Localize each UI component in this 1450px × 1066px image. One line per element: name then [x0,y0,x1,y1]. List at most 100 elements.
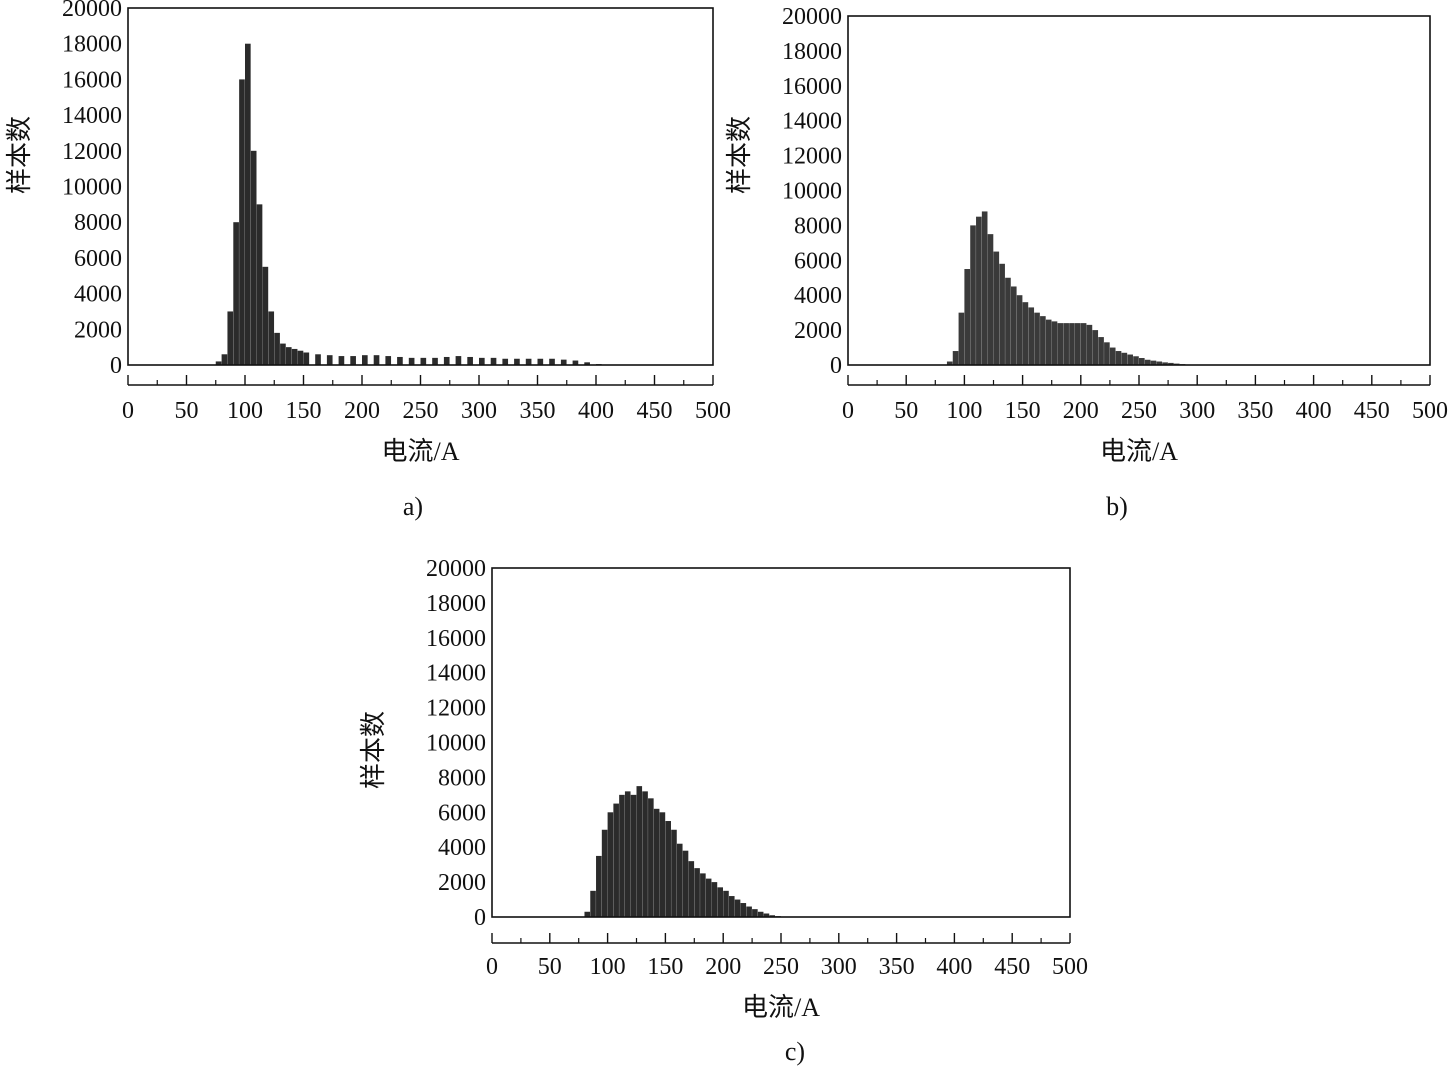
histogram-bar [1109,347,1116,365]
histogram-bar [385,356,392,365]
x-tick-label: 150 [1005,398,1041,424]
histogram-bar [1034,312,1040,365]
x-tick-label: 400 [936,954,972,980]
histogram-bar [1133,356,1139,365]
histogram-bar [1127,354,1133,365]
histogram-bar [560,359,567,365]
histogram-bar [728,896,735,917]
histogram-bar [1121,352,1128,365]
histogram-bar [1156,361,1163,365]
y-tick-label: 20000 [62,0,122,22]
histogram-bar [1098,337,1104,365]
chart-panel-1: 0200040006000800010000120001400016000180… [5,0,731,521]
histogram-bar [250,150,257,365]
plot-frame [491,567,1071,918]
histogram-bar [976,216,982,365]
histogram-bar [981,211,988,365]
y-tick-label: 10000 [426,731,486,757]
y-tick-label: 4000 [438,835,486,861]
histogram-bar [1115,351,1122,365]
x-tick-label: 50 [538,954,562,980]
histogram-bar [688,861,695,917]
histogram-bar [1016,295,1023,365]
histogram-bar [682,850,689,917]
histogram-bar [613,803,619,917]
histogram-bar [964,269,971,365]
histogram-bar [326,355,333,365]
x-tick-label: 0 [486,954,498,980]
x-tick-label: 150 [647,954,683,980]
histogram-bar [993,251,1000,365]
x-tick-label: 100 [590,954,626,980]
histogram-bar [590,890,596,917]
histogram-bar [999,263,1005,365]
histogram-bar [740,903,747,917]
histogram-bar [291,348,298,365]
y-tick-label: 6000 [794,248,842,274]
y-tick-label: 8000 [438,765,486,791]
x-tick-label: 100 [946,398,982,424]
histogram-bar [624,791,631,917]
histogram-bar [700,873,706,918]
y-tick-label: 10000 [782,179,842,205]
histogram-bar [1010,286,1017,365]
histogram-bar [408,357,415,365]
histogram-bar [1150,360,1157,365]
y-tick-label: 18000 [426,591,486,617]
histogram-bar [350,356,356,365]
y-tick-label: 0 [474,905,486,931]
histogram-bar [636,786,643,918]
histogram-bar [455,356,462,365]
histogram-bar [958,312,965,365]
x-tick-label: 500 [1052,954,1088,980]
y-tick-label: 16000 [62,67,122,93]
histogram-bar [420,357,427,365]
histogram-bar [479,357,485,365]
histogram-bar [752,909,758,917]
histogram-bar [671,829,677,917]
x-tick-label: 300 [461,398,497,424]
x-tick-label: 450 [994,954,1030,980]
x-axis-title: 电流/A [742,993,820,1022]
y-tick-label: 2000 [794,318,842,344]
histogram-bar [1092,330,1099,365]
histogram-bar [1086,324,1093,365]
histogram-bar [1028,307,1035,365]
y-tick-label: 2000 [74,317,122,343]
histogram-bar [1080,323,1087,365]
histogram-bar [572,360,579,365]
histogram-bar [215,361,222,365]
histogram-bar [303,352,310,365]
histogram-bar [717,887,723,917]
y-tick-label: 20000 [426,556,486,582]
histogram-bar [268,311,275,365]
y-tick-label: 0 [110,353,122,379]
histogram-bar [1063,323,1069,365]
y-tick-label: 14000 [782,109,842,135]
histogram-bar [221,354,228,365]
histogram-bar [315,354,321,365]
y-tick-label: 6000 [74,246,122,272]
y-tick-label: 14000 [62,103,122,129]
histogram-bar [619,794,625,917]
x-tick-label: 350 [1237,398,1273,424]
x-tick-label: 200 [705,954,741,980]
histogram-bar [490,357,497,365]
histogram-bar [630,794,637,917]
y-tick-label: 4000 [794,283,842,309]
y-tick-label: 8000 [74,210,122,236]
plot-frame [847,15,1431,366]
panel-label: b) [1106,492,1128,521]
histogram-bar [1139,358,1145,365]
x-tick-label: 50 [175,398,199,424]
y-tick-label: 4000 [74,282,122,308]
plot-frame [127,7,714,366]
panel-label: c) [785,1037,805,1066]
y-tick-label: 10000 [62,175,122,201]
x-tick-label: 350 [520,398,556,424]
y-tick-label: 12000 [782,144,842,170]
histogram-bar [659,812,666,917]
histogram-bar [256,204,263,365]
y-axis-title: 样本数 [359,711,388,789]
